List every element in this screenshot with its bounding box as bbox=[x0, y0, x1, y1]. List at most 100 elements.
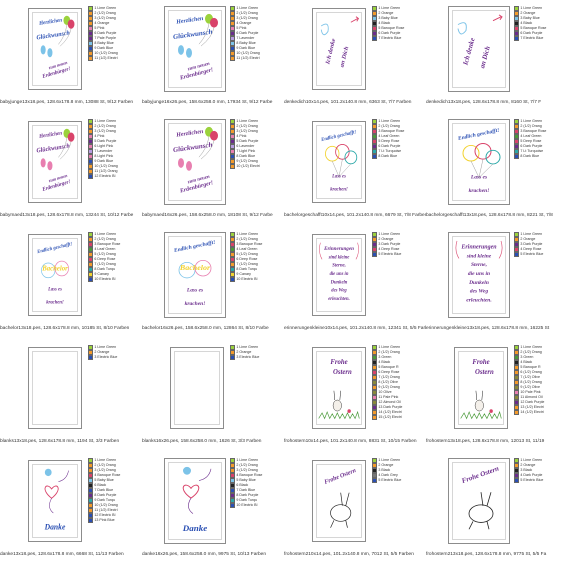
design-preview[interactable]: Frohe Ostern bbox=[448, 458, 510, 544]
design-preview[interactable]: Danke bbox=[164, 458, 226, 544]
design-tile[interactable]: Ich denke an Dich 1 Lime Green 2 Orange 3 Ba… bbox=[284, 0, 426, 112]
thread-color-label: 10 (1/2) Electri bbox=[236, 164, 260, 169]
easter-text: Frohe Ostern bbox=[324, 467, 358, 486]
design-tile[interactable]: Endlich geschafft! Bachelor Lass es krachen… bbox=[142, 226, 284, 338]
quote-line-5: Dunkeln bbox=[330, 280, 348, 285]
design-preview[interactable]: Ich denke an Dich bbox=[312, 8, 366, 90]
color-swatch-icon bbox=[514, 468, 519, 473]
design-preview[interactable]: Herzlichen Glückwunsch zum neuen Erdenbürge… bbox=[164, 119, 226, 205]
thread-color-label: 1 Lime Green bbox=[520, 232, 543, 237]
thread-color-item: 3 (1/2) Orang bbox=[88, 468, 142, 473]
design-tile[interactable]: 1 Lime Green 2 Orange 3 Electric Blue blank… bbox=[142, 339, 284, 451]
design-caption: frohostern213x18.pes, 128.6x178.8 mm, 97… bbox=[426, 552, 547, 557]
design-preview[interactable]: Endlich geschafft! Lass es krachen! bbox=[448, 119, 510, 205]
thread-color-item: 2 (1/2) Orang bbox=[88, 124, 142, 129]
design-tile[interactable]: Frohe Ostern 1 Lime Green 2 Orange 3 Black 4… bbox=[426, 452, 568, 564]
color-swatch-icon bbox=[88, 129, 93, 134]
design-tile[interactable]: Danke 1 Lime Green 2 (1/2) Orang 3 (1/2) Or… bbox=[142, 452, 284, 564]
color-swatch-icon bbox=[514, 360, 519, 365]
design-preview[interactable]: Frohe Ostern bbox=[312, 347, 366, 429]
color-swatch-icon bbox=[230, 149, 235, 154]
design-caption: blanks16x26.pes, 158.6x258.0 mm, 1626 St… bbox=[142, 439, 262, 444]
thread-color-item: 6 Lavender bbox=[230, 144, 284, 149]
thread-color-label: 1 Lime Green bbox=[236, 458, 259, 463]
thread-color-label: 3 Baroque Rose bbox=[520, 129, 547, 134]
design-tile[interactable]: Frohe Ostern 1 Lime Green 2 (1/2) Orang 3 Gr… bbox=[426, 339, 568, 451]
design-preview[interactable]: Erinnerungen sind kleine Sterne, die uns in… bbox=[312, 234, 366, 316]
design-preview[interactable]: Ich denke an Dich bbox=[448, 6, 510, 92]
design-preview[interactable]: Endlich geschafft! Bachelor Lass es krachen… bbox=[28, 234, 82, 316]
color-swatch-icon bbox=[514, 410, 519, 415]
footprint-right-icon bbox=[47, 48, 53, 58]
color-swatch-icon bbox=[514, 385, 519, 390]
design-tile[interactable]: Herzlichen Glückwunsch zum neuen Erdenbürge… bbox=[142, 0, 284, 112]
color-swatch-icon bbox=[88, 36, 93, 41]
design-preview[interactable]: Herzlichen Glückwunsch zum neuen Erdenbürge… bbox=[164, 6, 226, 92]
design-tile[interactable]: Herzlichen Glückwunsch zum neuen Erdenbürge… bbox=[0, 113, 142, 225]
thread-color-label: 2 (1/2) Orang bbox=[378, 124, 400, 129]
design-tile[interactable]: Frohe Ostern 1 Lime Green 2 Orange 3 Black 4… bbox=[284, 452, 426, 564]
design-preview[interactable] bbox=[28, 347, 82, 429]
color-swatch-icon bbox=[230, 41, 235, 46]
footprint-right-icon bbox=[47, 161, 53, 171]
thread-color-list: 1 Lime Green 2 (1/2) Orang 3 (1/2) Orang 4 … bbox=[230, 6, 284, 61]
design-preview[interactable]: Herzlichen Glückwunsch zum neuen Erdenbürge… bbox=[28, 8, 82, 90]
design-tile[interactable]: Ich denke an Dich 1 Lime Green 2 Orange 3 Ba… bbox=[426, 0, 568, 112]
vine-border bbox=[455, 240, 503, 259]
design-tile[interactable]: 1 Lime Green 2 Orange 3 Electric Blue blank… bbox=[0, 339, 142, 451]
thread-color-item: 15 (1/2) Electri bbox=[372, 415, 426, 420]
thread-color-item: 7 (1/2) Orang bbox=[230, 262, 284, 267]
design-preview[interactable]: Herzlichen Glückwunsch zum neuen Erdenbürge… bbox=[28, 121, 82, 203]
design-tile[interactable]: Herzlichen Glückwunsch zum neuen Erdenbürge… bbox=[142, 113, 284, 225]
thread-color-item: 3 (1/2) Orang bbox=[88, 129, 142, 134]
design-preview[interactable]: Frohe Ostern bbox=[312, 460, 366, 542]
color-swatch-icon bbox=[230, 272, 235, 277]
quote-line-3: Sterne, bbox=[471, 262, 487, 268]
design-caption: danke16x26.pes, 158.6x258.0 mm, 9975 St,… bbox=[142, 552, 267, 557]
design-preview[interactable]: Danke bbox=[28, 460, 82, 542]
thread-color-item: 1 Lime Green bbox=[372, 119, 426, 124]
design-preview[interactable]: Endlich geschafft! Lass es krachen! bbox=[312, 121, 366, 203]
thread-color-item: 1 Lime Green bbox=[514, 345, 568, 350]
subline-1: Lass es bbox=[331, 175, 346, 180]
design-artwork: Endlich geschafft! Bachelor Lass es krachen… bbox=[173, 240, 216, 308]
thread-color-item: 2 Orange bbox=[372, 463, 426, 468]
thread-color-item: 5 Deep Rose bbox=[372, 139, 426, 144]
thread-color-item: 8 (1/2) Orang bbox=[514, 380, 568, 385]
design-tile[interactable]: Frohe Ostern 1 Lime Green 2 (1/2) Orang 3 Gr… bbox=[284, 339, 426, 451]
thread-color-label: 1 Lime Green bbox=[520, 345, 543, 350]
thread-color-item: 4 Leaf Green bbox=[230, 247, 284, 252]
design-caption: babymaed13x18.pes, 128.6x178.8 mm, 13244… bbox=[0, 213, 134, 218]
color-swatch-icon bbox=[230, 232, 235, 237]
thread-color-label: 1 Lime Green bbox=[520, 6, 543, 11]
thread-color-label: 3 Baby Blue bbox=[520, 16, 540, 21]
design-tile[interactable]: Endlich geschafft! Lass es krachen! 1 Lime … bbox=[284, 113, 426, 225]
design-preview[interactable] bbox=[170, 347, 224, 429]
balloon-red-icon bbox=[67, 19, 75, 29]
color-swatch-icon bbox=[230, 134, 235, 139]
color-swatch-icon bbox=[514, 405, 519, 410]
color-swatch-icon bbox=[514, 36, 519, 41]
color-swatch-icon bbox=[372, 400, 377, 405]
color-swatch-icon bbox=[514, 16, 519, 21]
easter-line-2: Ostern bbox=[475, 368, 494, 376]
color-swatch-icon bbox=[372, 21, 377, 26]
design-tile[interactable]: Danke 1 Lime Green 2 (1/2) Orang 3 (1/2) Or… bbox=[0, 452, 142, 564]
design-preview[interactable]: Endlich geschafft! Bachelor Lass es krachen… bbox=[164, 232, 226, 318]
thread-color-label: 7 Pale Purple bbox=[94, 36, 116, 41]
design-tile[interactable]: Endlich geschafft! Lass es krachen! 1 Lime … bbox=[426, 113, 568, 225]
design-tile[interactable]: Erinnerungen sind kleine Sterne, die uns in… bbox=[426, 226, 568, 338]
thread-color-label: 2 (1/2) Orang bbox=[236, 11, 258, 16]
thread-color-list: 1 Lime Green 2 Orange 3 Baby Blue 4 Black 5 … bbox=[514, 6, 568, 41]
thread-color-item: 12 Dark Purple bbox=[514, 400, 568, 405]
design-tile[interactable]: Erinnerungen sind kleine Sterne, die uns in… bbox=[284, 226, 426, 338]
color-swatch-icon bbox=[88, 458, 93, 463]
thread-color-item: 5 Baroque Rose bbox=[372, 26, 426, 31]
design-preview[interactable]: Erinnerungen sind kleine Sterne, die uns in… bbox=[448, 232, 510, 318]
quote-line-2: sind kleine bbox=[466, 254, 492, 260]
design-preview[interactable]: Frohe Ostern bbox=[454, 347, 508, 429]
design-tile[interactable]: Endlich geschafft! Bachelor Lass es krachen… bbox=[0, 226, 142, 338]
thread-color-label: 8 Dark Blue bbox=[236, 154, 256, 159]
design-tile[interactable]: Herzlichen Glückwunsch zum neuen Erdenbürge… bbox=[0, 0, 142, 112]
thread-color-list: 1 Lime Green 2 (1/2) Orang 3 Baroque Rose 4… bbox=[514, 119, 568, 159]
